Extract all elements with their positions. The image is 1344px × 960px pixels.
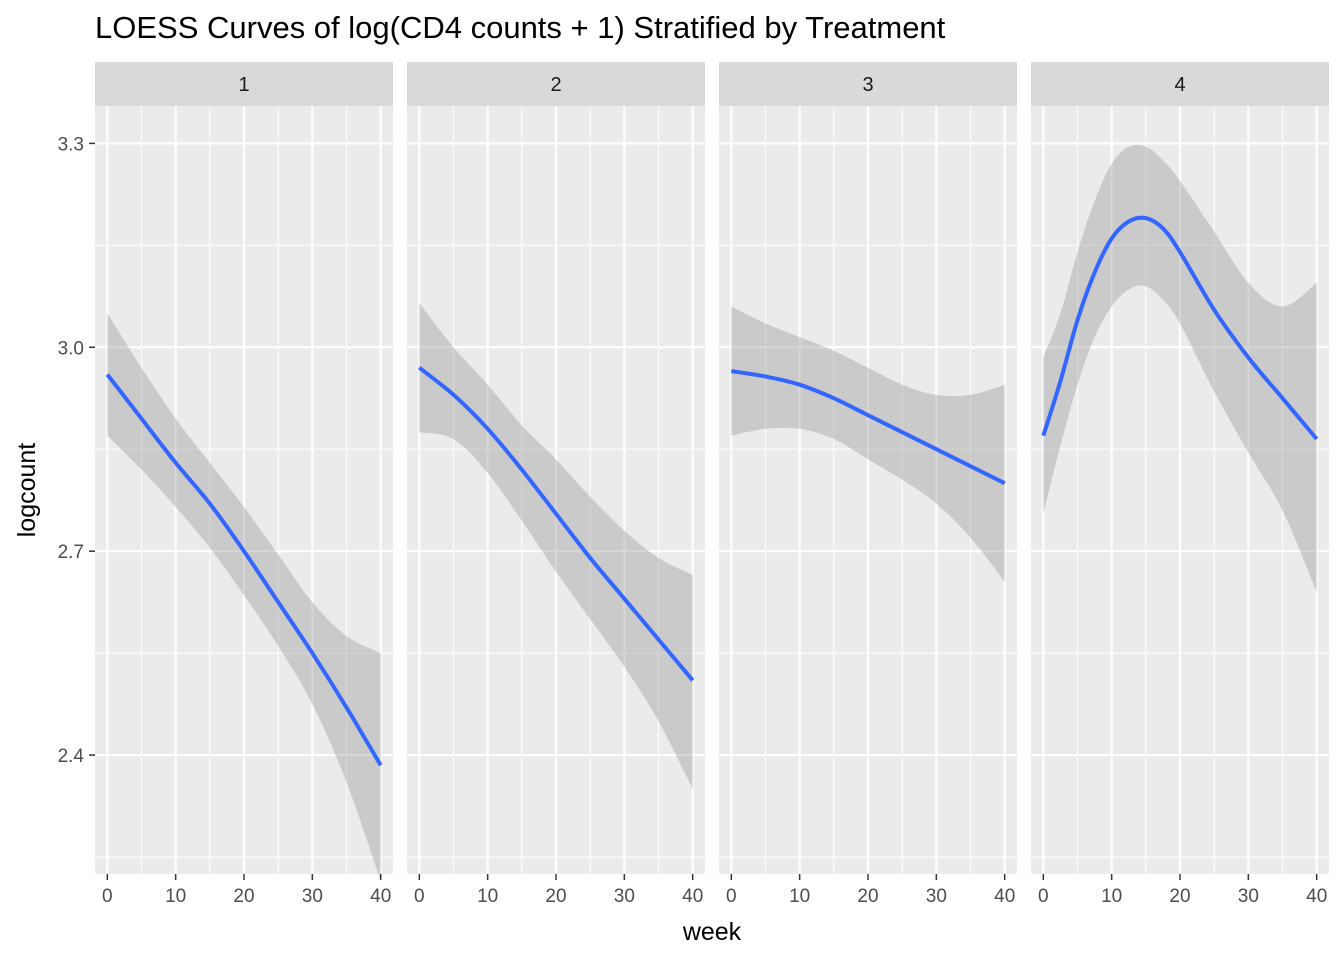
- x-tick-label: 40: [1306, 886, 1327, 907]
- facet-panel-4: 40 10 20 30 40: [1031, 62, 1329, 907]
- confidence-ribbon: [419, 303, 693, 789]
- strip-background: [1031, 62, 1329, 106]
- strip-background: [719, 62, 1017, 106]
- x-tick-label: 10: [477, 886, 498, 907]
- x-tick-label: 0: [102, 886, 113, 907]
- y-axis: 2.4 2.7 3.0 3.3: [58, 134, 95, 767]
- x-tick-label: 40: [370, 886, 391, 907]
- strip-label: 1: [238, 74, 249, 96]
- confidence-ribbon: [107, 313, 381, 881]
- x-tick-label: 10: [1101, 886, 1122, 907]
- confidence-ribbon: [731, 306, 1005, 582]
- x-tick-label: 30: [926, 886, 947, 907]
- x-tick-label: 0: [414, 886, 425, 907]
- strip-background: [95, 62, 393, 106]
- x-axis-title: week: [682, 918, 742, 946]
- strip-label: 3: [862, 74, 873, 96]
- confidence-ribbon: [1043, 144, 1317, 592]
- y-tick-label: 3.3: [58, 134, 84, 155]
- facet-panel-2: 20 10 20 30 40: [407, 62, 705, 907]
- x-tick-label: 10: [165, 886, 186, 907]
- y-tick-label: 2.7: [58, 542, 84, 563]
- strip-label: 2: [550, 74, 561, 96]
- y-tick-label: 2.4: [58, 746, 85, 767]
- facet-panel-1: 10 10 20 30 40: [95, 62, 393, 907]
- chart-title: LOESS Curves of log(CD4 counts + 1) Stra…: [95, 10, 946, 45]
- x-tick-label: 20: [545, 886, 566, 907]
- loess-line: [418, 366, 695, 682]
- x-tick-label: 10: [789, 886, 810, 907]
- loess-line: [1041, 215, 1319, 441]
- x-tick-label: 0: [726, 886, 737, 907]
- facet-panel-3: 30 10 20 30 40: [719, 62, 1017, 907]
- x-tick-label: 20: [857, 886, 878, 907]
- x-tick-label: 40: [994, 886, 1015, 907]
- x-tick-label: 20: [233, 886, 254, 907]
- x-tick-label: 0: [1038, 886, 1049, 907]
- loess-line: [105, 373, 383, 767]
- strip-label: 4: [1174, 74, 1185, 96]
- y-tick-label: 3.0: [58, 338, 84, 359]
- strip-background: [407, 62, 705, 106]
- x-tick-label: 20: [1169, 886, 1190, 907]
- loess-line: [730, 369, 1006, 485]
- x-tick-label: 30: [302, 886, 323, 907]
- x-tick-label: 40: [682, 886, 703, 907]
- x-tick-label: 30: [1238, 886, 1259, 907]
- x-tick-label: 30: [614, 886, 635, 907]
- y-axis-title: logcount: [13, 443, 41, 538]
